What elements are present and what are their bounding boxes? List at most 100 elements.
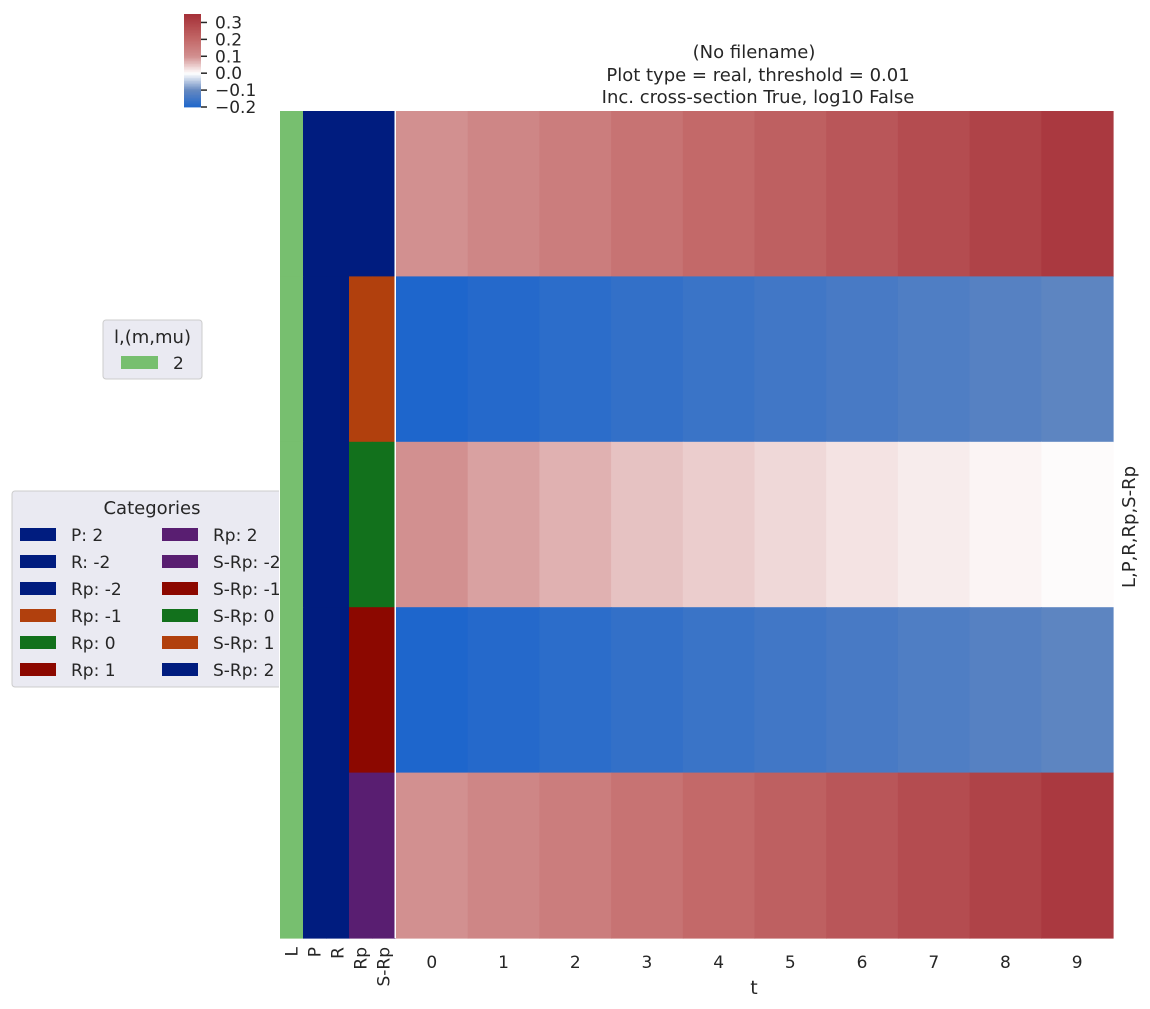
colorbar-segment <box>184 105 201 108</box>
heatmap-cell <box>682 111 756 277</box>
x-tick-label: 6 <box>857 953 868 973</box>
legend-lm-title: l,(m,mu) <box>114 327 191 348</box>
legend-category-label: S-Rp: -1 <box>213 580 281 600</box>
x-axis-label: t <box>750 977 757 999</box>
heatmap-cell <box>539 276 612 443</box>
colorbar-segment <box>184 62 201 64</box>
colorbar-tick-label: 0.0 <box>215 64 242 84</box>
heatmap-cell <box>396 441 469 608</box>
heatmap-cell <box>969 276 1042 443</box>
row-color-cell <box>280 111 304 277</box>
legend-category-label: Rp: 1 <box>71 661 116 681</box>
x-tick-label: 5 <box>785 953 796 973</box>
heatmap-cell <box>754 276 827 443</box>
heatmap-cell <box>467 111 540 277</box>
legend-category-label: Rp: -1 <box>71 607 122 627</box>
row-color-cell <box>303 441 327 608</box>
legend-category-label: S-Rp: 2 <box>213 661 274 681</box>
heatmap-cell <box>682 276 756 443</box>
row-color-cell <box>372 111 396 277</box>
legend-category-swatch <box>20 636 56 649</box>
legend-category-swatch <box>162 582 198 595</box>
heatmap-cell <box>1041 441 1114 608</box>
colorbar-segment <box>184 21 201 24</box>
colorbar-tick-label: 0.2 <box>215 30 242 50</box>
colorbar-segment <box>184 15 201 18</box>
heatmap-cell <box>897 111 971 277</box>
legend-category-label: Rp: 0 <box>71 634 116 654</box>
row-color-cell <box>349 607 373 774</box>
row-color-cell <box>326 441 350 608</box>
legend-categories-entries: P: 2 R: -2 Rp: -2 Rp: -1 Rp: 0 Rp: 1 Rp: 2 S-Rp… <box>20 526 281 681</box>
row-color-cell <box>303 772 327 939</box>
colorbar-segment <box>184 88 201 91</box>
legend-category-label: S-Rp: 1 <box>213 634 274 654</box>
row-color-cell <box>326 607 350 774</box>
colorbar-segment <box>184 55 201 58</box>
colorbar: −0.2−0.10.00.10.20.3 <box>184 13 256 118</box>
colorbar-segment <box>184 27 201 30</box>
row-color-tick-label: L <box>283 946 303 956</box>
colorbar-segment <box>184 37 201 40</box>
colorbar-segment <box>184 41 201 44</box>
legend-category-swatch <box>20 663 56 676</box>
colorbar-segment <box>184 29 201 32</box>
colorbar-segment <box>184 46 201 49</box>
row-color-cell <box>280 607 304 774</box>
x-tick-label: 4 <box>713 953 724 973</box>
heatmap-cell <box>826 111 899 277</box>
row-color-cell <box>280 772 304 939</box>
row-color-cell <box>303 607 327 774</box>
colorbar-segment <box>184 97 201 100</box>
heatmap-cell <box>396 772 469 939</box>
legend-categories: Categories P: 2 R: -2 Rp: -2 Rp: -1 Rp: 0 Rp:… <box>11 490 281 688</box>
legend-category-swatch <box>20 582 56 595</box>
colorbar-segment <box>184 14 201 16</box>
heatmap-cell <box>826 276 899 443</box>
row-color-cell <box>372 441 396 608</box>
heatmap-cell <box>396 111 469 277</box>
colorbar-tick-label: −0.2 <box>215 98 256 118</box>
heatmap-cell <box>396 607 469 774</box>
row-color-cell <box>326 772 350 939</box>
colorbar-segment <box>184 66 201 69</box>
row-color-tick-label: R <box>329 947 349 959</box>
colorbar-segment <box>184 48 201 51</box>
colorbar-segment <box>184 52 201 55</box>
colorbar-segment <box>184 65 201 68</box>
legend-category-swatch <box>162 528 198 541</box>
colorbar-segment <box>184 43 201 46</box>
heatmap-cell <box>682 441 756 608</box>
legend-category-swatch <box>162 636 198 649</box>
heatmap-cell <box>754 607 827 774</box>
row-color-cell <box>303 276 327 443</box>
heatmap-cell <box>826 607 899 774</box>
colorbar-segment <box>184 76 201 78</box>
colorbar-segment <box>184 18 201 21</box>
legend-category-label: P: 2 <box>71 526 103 546</box>
heatmap-cell <box>611 772 684 939</box>
y-axis-label: L,P,R,Rp,S-Rp <box>1119 466 1140 588</box>
colorbar-segment <box>184 38 201 41</box>
colorbar-segment <box>184 23 201 26</box>
legend-category-label: Rp: 2 <box>213 526 258 546</box>
heatmap-cell <box>611 111 684 277</box>
colorbar-segment <box>184 58 201 61</box>
colorbar-segment <box>184 89 201 92</box>
heatmap-cell <box>539 111 612 277</box>
heatmap-cell <box>611 441 684 608</box>
colorbar-segment <box>184 68 201 71</box>
heatmap-cell <box>1041 276 1114 443</box>
heatmap-cell <box>754 772 827 939</box>
legend-categories-title: Categories <box>103 498 200 519</box>
heatmap-cell <box>969 441 1042 608</box>
legend-category-label: S-Rp: 0 <box>213 607 274 627</box>
colorbar-segment <box>184 83 201 86</box>
row-color-cell <box>349 441 373 608</box>
colorbar-segment <box>184 103 201 106</box>
heatmap-cell <box>897 607 971 774</box>
legend-category-label: S-Rp: -2 <box>213 553 281 573</box>
row-color-cell <box>349 111 373 277</box>
legend-category-swatch <box>162 555 198 568</box>
